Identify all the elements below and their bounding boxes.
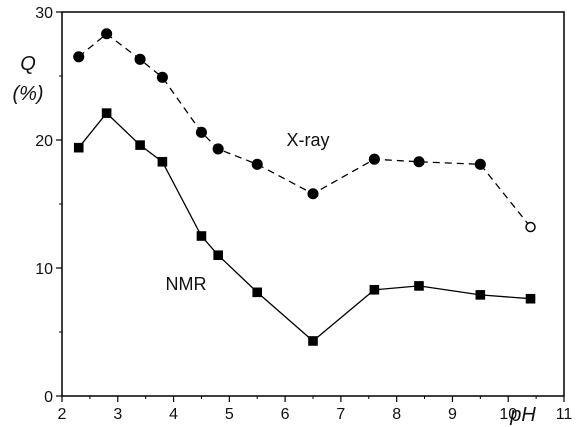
- data-point-nmr: [525, 293, 536, 304]
- x-tick-label: 7: [336, 406, 345, 423]
- data-point-nmr: [196, 231, 207, 241]
- y-tick-label: 20: [35, 133, 53, 150]
- x-axis-title: pH: [509, 404, 536, 426]
- data-point-xray: [156, 71, 168, 83]
- y-axis-title-line1: Q: [20, 53, 36, 75]
- data-point-xray: [101, 28, 113, 40]
- axis-ticks: 2 3 4 5 6 7 8 9 10 11 0 10 20 30: [35, 5, 572, 423]
- data-point-xray: [134, 53, 146, 65]
- data-point-xray: [73, 51, 85, 63]
- x-tick-label: 2: [58, 406, 67, 423]
- data-point-nmr: [101, 108, 112, 118]
- data-point-nmr: [475, 290, 486, 300]
- data-point-nmr: [369, 284, 380, 295]
- x-tick-label: 3: [113, 406, 122, 423]
- x-tick-label: 6: [281, 406, 290, 423]
- data-point-xray: [525, 221, 536, 233]
- series-line-nmr: [78, 112, 531, 342]
- data-point-xray: [368, 153, 380, 165]
- data-point-xray: [195, 126, 207, 138]
- series-markers: [73, 28, 536, 346]
- x-tick-label: 11: [556, 406, 573, 423]
- x-tick-label: 10: [499, 406, 517, 423]
- data-point-xray: [251, 158, 263, 170]
- series-lines: [78, 32, 532, 342]
- y-tick-label: 0: [44, 389, 53, 406]
- x-tick-label: 9: [448, 406, 457, 423]
- y-tick-label: 30: [35, 5, 53, 22]
- x-tick-label: 8: [392, 406, 401, 423]
- data-point-nmr: [73, 142, 84, 153]
- y-tick-label: 10: [35, 261, 53, 278]
- data-point-xray: [474, 158, 486, 170]
- series-line-xray: [78, 32, 532, 228]
- data-point-xray: [212, 143, 224, 155]
- data-point-xray: [307, 188, 319, 200]
- series-label-nmr: NMR: [166, 274, 207, 294]
- data-point-xray: [413, 156, 425, 168]
- y-axis-title-line2: (%): [12, 83, 43, 105]
- data-point-nmr: [135, 140, 145, 150]
- x-tick-label: 5: [225, 406, 234, 423]
- x-tick-label: 4: [169, 406, 178, 423]
- data-point-nmr: [213, 250, 223, 260]
- data-point-nmr: [414, 281, 424, 291]
- data-point-nmr: [252, 287, 263, 298]
- series-label-xray: X-ray: [286, 130, 329, 150]
- data-point-nmr: [308, 336, 318, 346]
- data-point-nmr: [157, 156, 168, 167]
